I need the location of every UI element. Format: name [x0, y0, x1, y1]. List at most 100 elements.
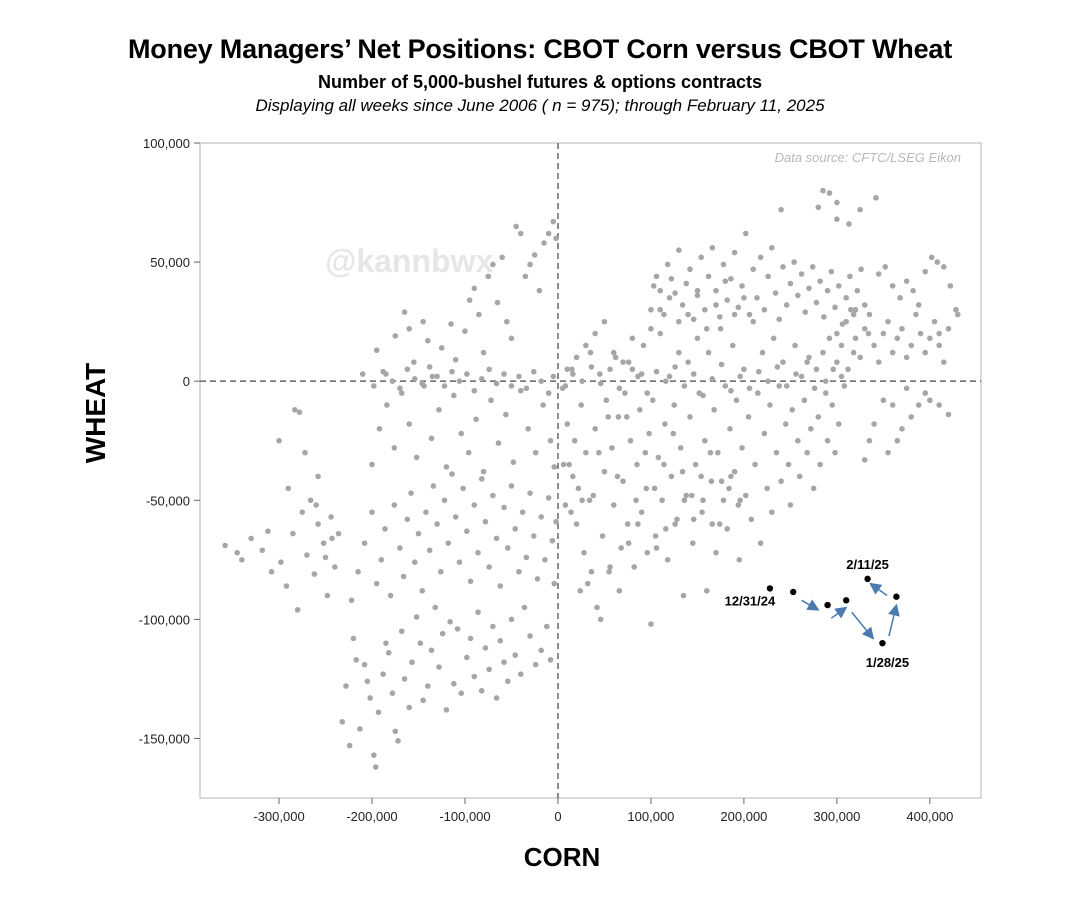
- data-point: [415, 530, 422, 537]
- data-point: [439, 630, 446, 637]
- data-point: [915, 402, 922, 408]
- trajectory-arrow: [869, 582, 888, 597]
- data-point: [423, 509, 429, 515]
- data-point: [493, 380, 500, 387]
- data-point: [508, 616, 515, 623]
- data-point: [523, 385, 530, 392]
- data-point: [296, 409, 303, 415]
- highlight-point: [879, 639, 886, 647]
- data-point: [773, 449, 780, 456]
- data-point: [615, 414, 622, 420]
- data-point: [434, 521, 440, 527]
- data-point: [290, 530, 296, 537]
- data-point: [530, 533, 537, 539]
- data-point: [713, 302, 719, 308]
- data-point: [657, 330, 664, 337]
- data-point: [852, 335, 859, 342]
- data-point: [780, 264, 786, 270]
- data-point: [728, 387, 734, 394]
- data-point: [601, 468, 608, 475]
- data-point: [438, 345, 445, 351]
- data-point: [817, 461, 823, 468]
- data-point: [649, 397, 656, 404]
- data-point: [612, 354, 619, 361]
- data-point: [620, 359, 626, 365]
- data-point: [328, 514, 334, 520]
- data-point: [590, 492, 597, 499]
- data-point: [380, 671, 386, 677]
- data-point: [767, 402, 773, 408]
- data-point: [652, 533, 659, 539]
- data-point: [778, 206, 784, 213]
- data-point: [838, 373, 845, 380]
- data-point: [449, 471, 455, 477]
- data-point: [941, 359, 947, 365]
- data-point: [850, 349, 857, 356]
- data-point: [936, 330, 942, 337]
- data-point: [822, 378, 829, 384]
- data-point: [631, 564, 637, 570]
- data-point: [499, 254, 505, 261]
- data-point: [954, 311, 961, 318]
- data-point: [927, 335, 933, 342]
- data-point: [770, 335, 777, 342]
- data-point: [527, 633, 533, 639]
- data-point: [588, 568, 595, 575]
- x-tick-label: -100,000: [439, 809, 490, 824]
- data-point: [620, 478, 626, 485]
- data-point: [698, 254, 704, 261]
- data-point: [843, 318, 849, 325]
- data-point: [885, 318, 891, 325]
- data-point: [741, 295, 747, 301]
- data-point: [718, 478, 725, 485]
- data-point: [811, 385, 818, 392]
- data-point: [482, 518, 489, 525]
- data-point: [702, 437, 708, 444]
- data-point: [674, 516, 680, 523]
- data-point: [426, 547, 433, 554]
- data-point: [871, 342, 877, 349]
- data-point: [931, 318, 938, 325]
- data-point: [475, 549, 481, 556]
- data-point: [634, 461, 640, 468]
- data-point: [482, 645, 489, 651]
- data-point: [551, 580, 558, 587]
- data-point: [259, 547, 266, 554]
- data-point: [530, 368, 537, 375]
- data-point: [934, 259, 941, 265]
- data-point: [903, 385, 910, 392]
- data-point: [378, 557, 385, 563]
- data-point: [441, 383, 448, 389]
- data-point: [534, 576, 541, 582]
- data-point: [575, 485, 582, 492]
- data-point: [464, 528, 470, 535]
- data-point: [866, 437, 873, 444]
- data-point: [307, 497, 314, 504]
- data-point: [834, 359, 840, 365]
- data-point: [899, 426, 905, 432]
- data-point: [772, 290, 779, 296]
- data-point: [510, 459, 517, 465]
- data-point: [850, 311, 857, 318]
- data-point: [643, 485, 650, 492]
- data-point: [711, 406, 717, 413]
- data-point: [387, 592, 394, 599]
- data-point: [885, 449, 891, 456]
- data-point: [313, 502, 320, 508]
- data-point: [383, 640, 389, 646]
- data-point: [865, 330, 872, 337]
- data-point: [545, 390, 552, 396]
- data-point: [927, 397, 933, 404]
- data-point: [465, 449, 472, 456]
- data-point: [373, 347, 380, 354]
- data-point: [350, 635, 357, 642]
- data-point: [703, 325, 710, 332]
- data-point: [709, 376, 716, 382]
- data-point: [808, 426, 814, 432]
- data-point: [353, 657, 360, 663]
- data-point: [713, 287, 719, 294]
- data-point: [476, 311, 482, 318]
- data-point: [302, 449, 308, 456]
- data-point: [594, 604, 600, 611]
- data-point: [894, 335, 901, 342]
